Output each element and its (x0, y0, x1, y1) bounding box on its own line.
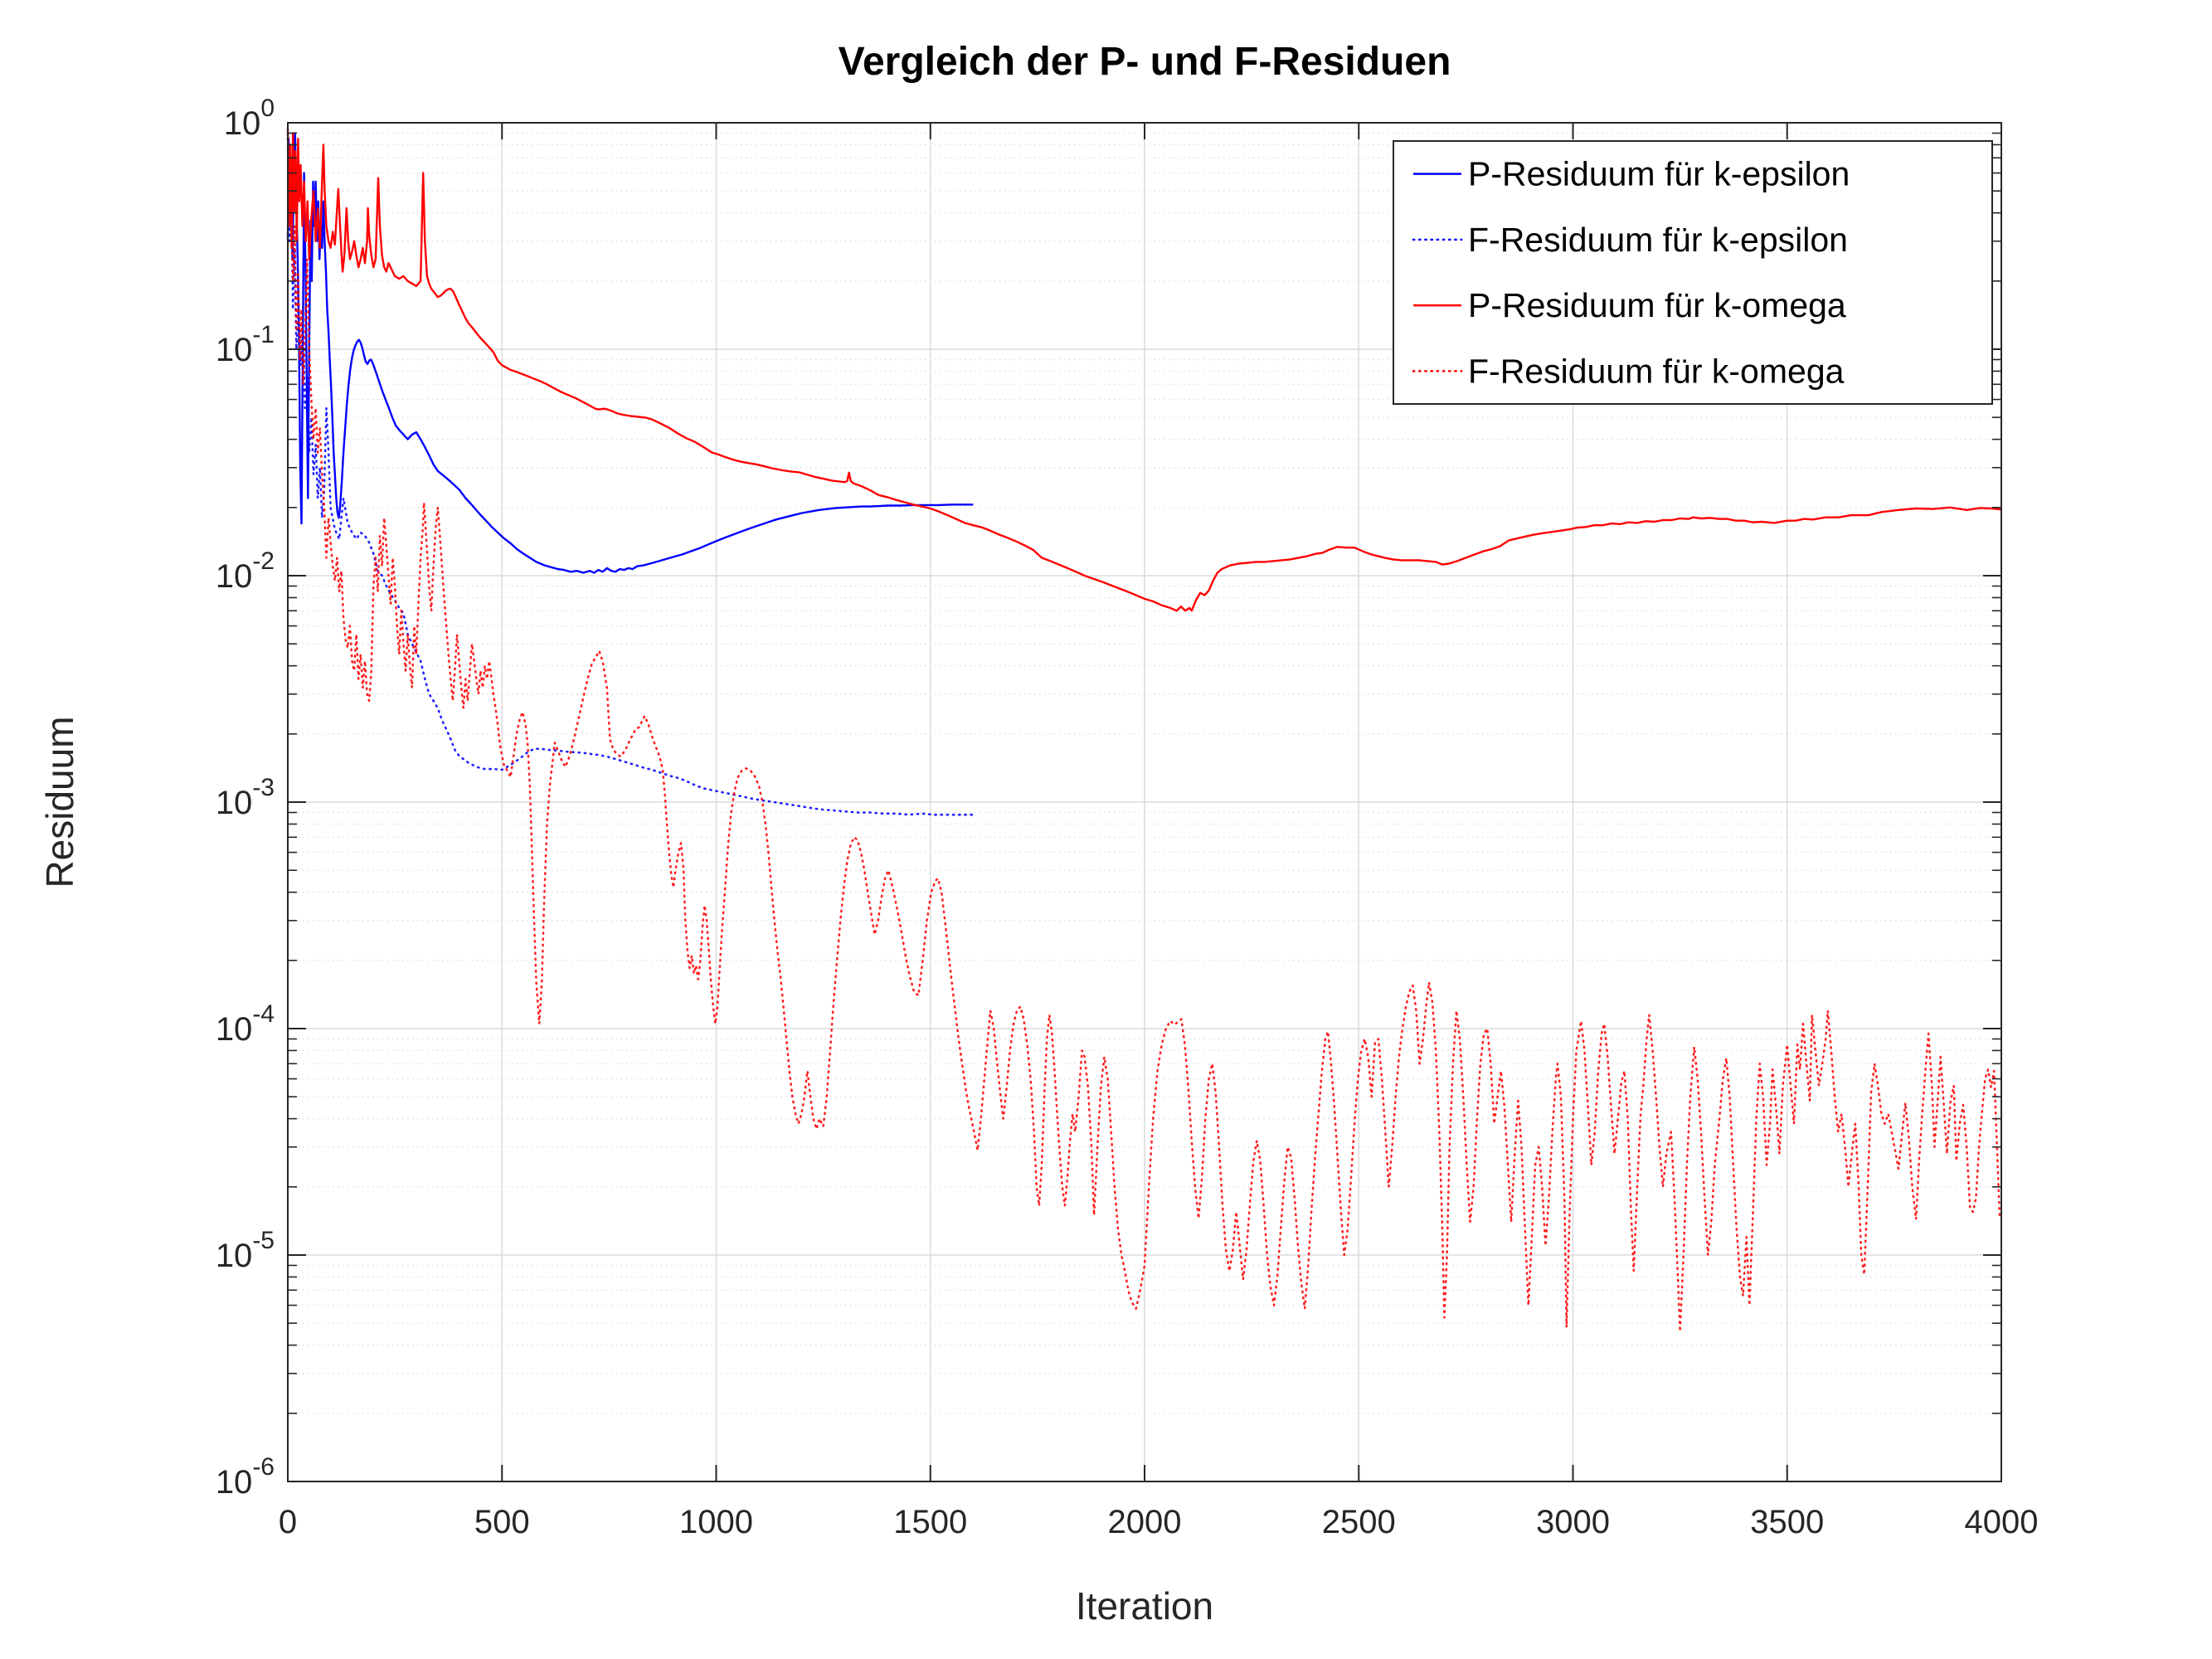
legend-label: F-Residuum für k-omega (1468, 352, 1845, 390)
curve-4-dotted (286, 132, 2001, 1333)
x-tick-label: 3500 (1750, 1504, 1824, 1540)
x-tick-label: 2000 (1108, 1504, 1182, 1540)
legend: P-Residuum für k-epsilon F-Residuum für k… (1393, 140, 1993, 405)
x-tick-label: 4000 (1965, 1504, 2039, 1540)
x-tick-label: 1500 (893, 1504, 967, 1540)
y-tick-label: 10-1 (216, 321, 275, 368)
x-axis-tick-labels: 0 500 1000 1500 2000 2500 3000 3500 4000 (279, 1504, 2039, 1540)
x-tick-label: 1000 (679, 1504, 753, 1540)
curve-3-solid (286, 128, 2002, 612)
data-curves (286, 128, 2002, 1333)
curve-1-solid (286, 132, 974, 574)
x-tick-label: 3000 (1536, 1504, 1610, 1540)
y-axis-label: Residuum (38, 716, 81, 888)
legend-label: F-Residuum für k-epsilon (1468, 221, 1848, 259)
y-tick-label: 10-2 (216, 547, 275, 595)
y-tick-label: 10-5 (216, 1227, 275, 1274)
x-tick-label: 500 (474, 1504, 530, 1540)
y-tick-label: 10-3 (216, 774, 275, 821)
x-tick-label: 2500 (1322, 1504, 1396, 1540)
curve-2-dotted (286, 138, 975, 816)
legend-label: P-Residuum für k-omega (1468, 286, 1846, 324)
x-axis-label: Iteration (1076, 1584, 1213, 1627)
chart-title: Vergleich der P- und F-Residuen (839, 40, 1451, 84)
legend-box (1393, 140, 1993, 405)
y-axis-tick-labels: 100 10-1 10-2 10-3 10-4 10-5 10-6 (216, 95, 275, 1501)
x-tick-label: 0 (279, 1504, 297, 1540)
legend-label: P-Residuum für k-epsilon (1468, 155, 1850, 193)
axes-box (287, 122, 2002, 1482)
legend-entries: P-Residuum für k-epsilon F-Residuum für k… (1412, 155, 1850, 390)
y-tick-label: 10-6 (216, 1453, 275, 1501)
y-tick-label: 100 (224, 95, 275, 142)
y-tick-label: 10-4 (216, 1000, 275, 1048)
